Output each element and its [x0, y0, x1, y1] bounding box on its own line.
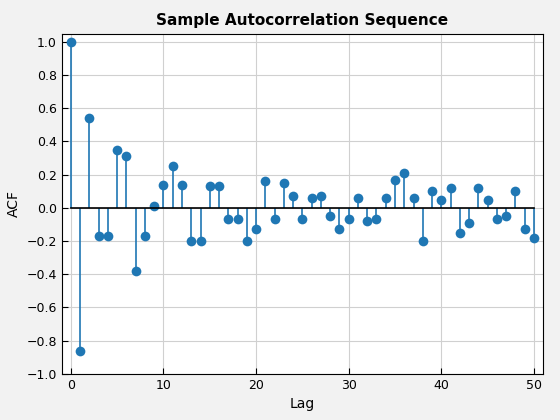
Y-axis label: ACF: ACF	[7, 190, 21, 217]
Title: Sample Autocorrelation Sequence: Sample Autocorrelation Sequence	[156, 13, 449, 28]
X-axis label: Lag: Lag	[290, 397, 315, 411]
